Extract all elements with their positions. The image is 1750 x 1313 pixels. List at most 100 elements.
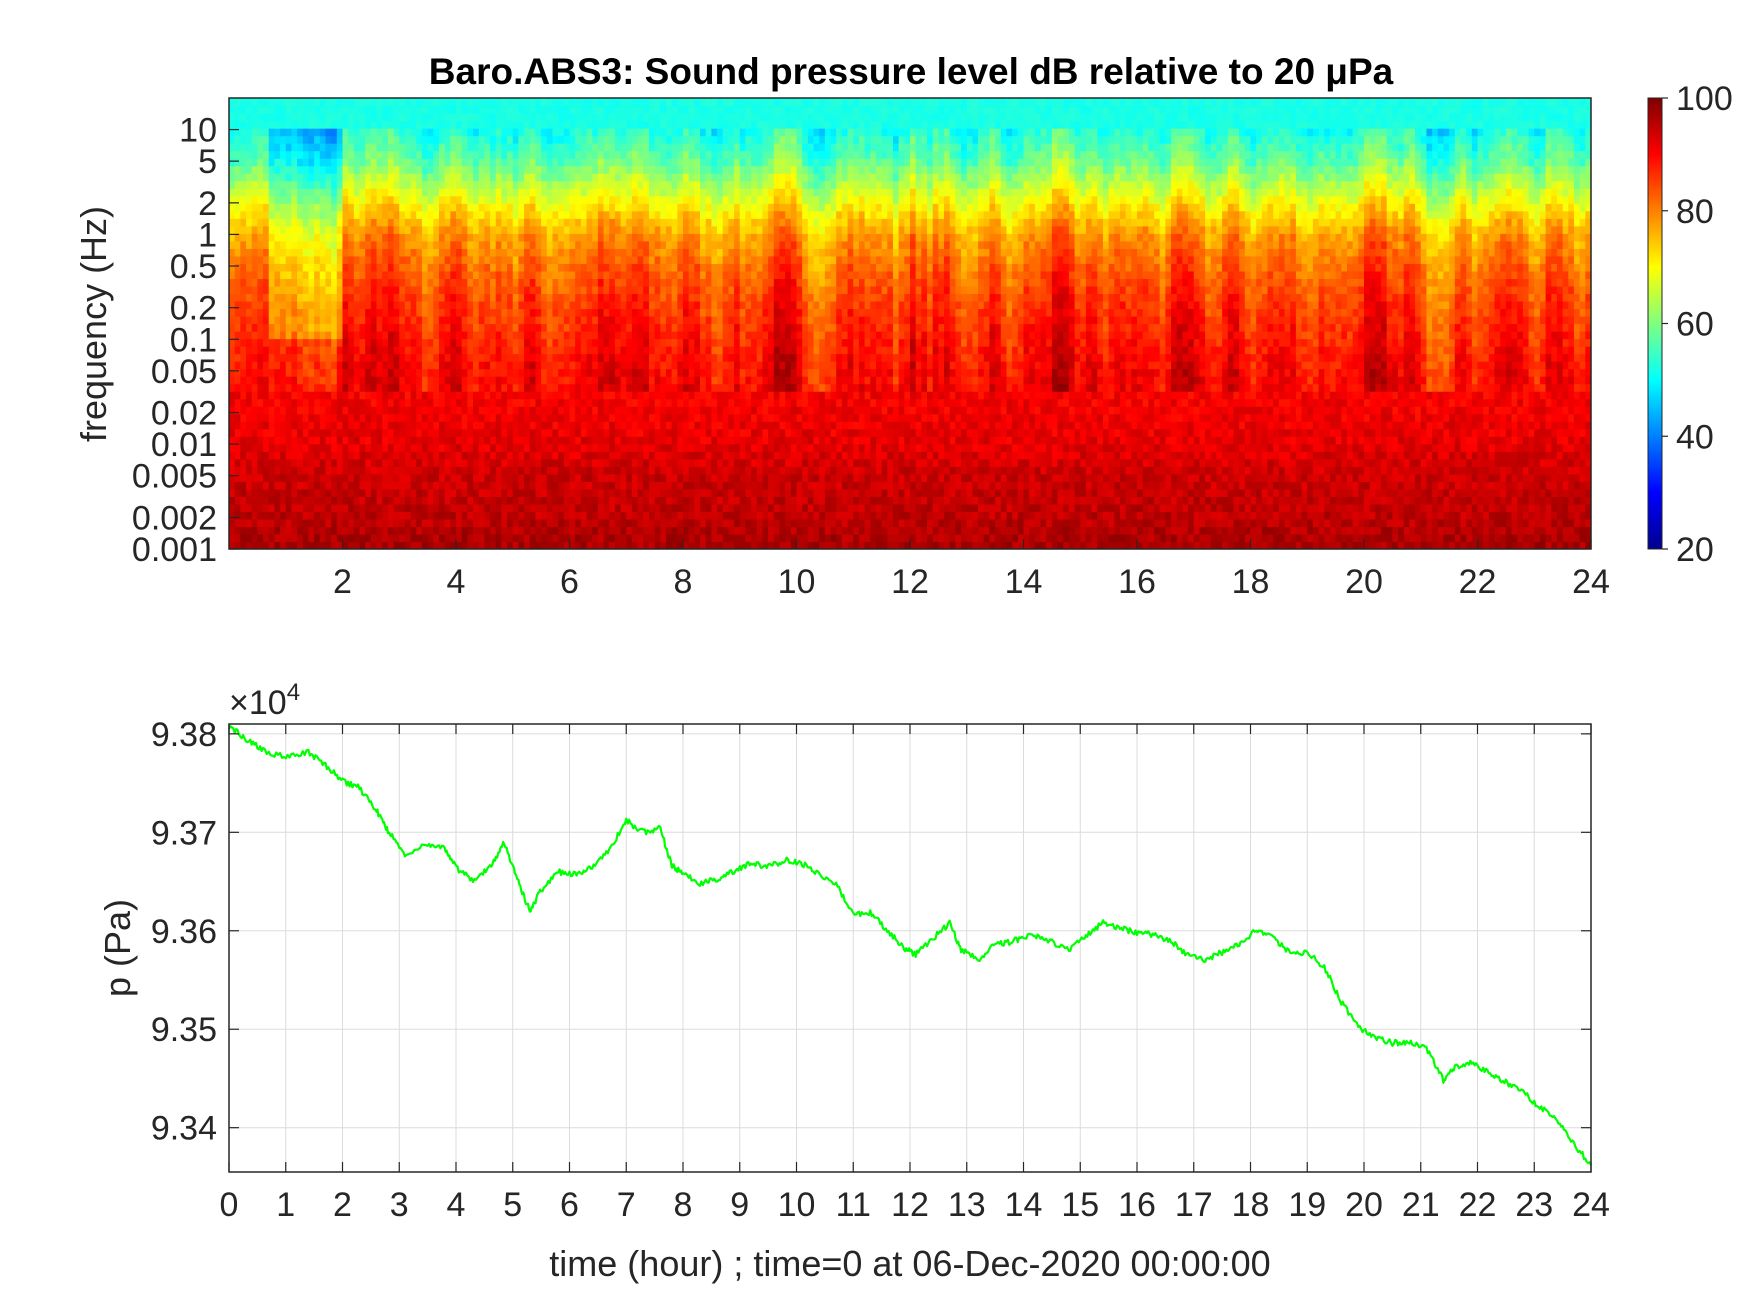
spectrogram-cell (671, 255, 678, 264)
spectrogram-cell (614, 135, 622, 144)
spectrogram-cell (660, 323, 667, 332)
spectrogram-cell (393, 518, 400, 528)
spectrogram-cell (274, 233, 281, 242)
spectrogram-cell (370, 128, 378, 137)
spectrogram-cell (478, 421, 485, 430)
spectrogram-cell (433, 173, 440, 182)
spectrogram-cell (467, 180, 474, 189)
spectrogram-cell (251, 158, 258, 167)
spectrogram-cell (569, 488, 576, 497)
spectrogram-cell (359, 391, 366, 400)
spectrogram-cell (597, 518, 605, 528)
spectrogram-cell (569, 143, 576, 152)
spectrogram-cell (302, 526, 310, 535)
spectrogram-cell (665, 233, 673, 242)
spectrogram-cell (268, 458, 275, 467)
spectrogram-cell (376, 270, 383, 279)
spectrogram-cell (614, 436, 622, 445)
spectrogram-cell (348, 376, 355, 385)
spectrogram-cell (325, 105, 332, 114)
spectrogram-cell (660, 503, 667, 513)
spectrogram-cell (348, 150, 355, 159)
spectrogram-cell (291, 376, 298, 385)
spectrogram-cell (416, 503, 423, 513)
spectrogram-cell (393, 331, 400, 340)
spectrogram-cell (325, 481, 332, 490)
spectrogram-cell (348, 225, 355, 234)
spectrogram-cell (308, 300, 315, 310)
spectrogram-cell (683, 398, 690, 407)
spectrogram-cell (529, 413, 537, 422)
spectrogram-cell (319, 338, 327, 347)
spectrogram-cell (399, 300, 406, 310)
spectrogram-cell (671, 240, 678, 249)
spectrogram-cell (614, 293, 622, 302)
spectrogram-cell (325, 158, 332, 167)
spectrogram-cell (529, 353, 537, 362)
spectrogram-cell (507, 518, 514, 528)
spectrogram-cell (495, 331, 502, 340)
spectrogram-cell (637, 503, 644, 513)
spectrogram-cell (552, 323, 559, 332)
spectrogram-cell (490, 158, 497, 167)
spectrogram-cell (688, 173, 695, 182)
spectrogram-cell (648, 248, 656, 257)
spectrogram-cell (558, 233, 565, 242)
spectrogram-cell (677, 421, 684, 430)
spectrogram-cell (535, 195, 542, 204)
spectrogram-cell (648, 398, 656, 407)
spectrogram-cell (660, 128, 667, 137)
spectrogram-cell (302, 173, 310, 182)
spectrogram-cell (280, 406, 287, 415)
spectrogram-cell (609, 120, 616, 129)
spectrogram-cell (501, 233, 508, 242)
spectrogram-cell (552, 503, 559, 513)
spectrogram-cell (336, 180, 344, 189)
spectrogram-cell (569, 323, 576, 332)
spectrogram-cell (268, 255, 275, 264)
spectrogram-cell (614, 128, 622, 137)
spectrogram-cell (393, 180, 400, 189)
spectrogram-cell (569, 263, 576, 272)
spectrogram-cell (490, 263, 497, 272)
spectrogram-cell (648, 98, 656, 107)
spectrogram-cell (365, 188, 372, 197)
spectrogram-cell (637, 98, 644, 107)
spectrogram-cell (416, 353, 423, 362)
spectrogram-cell (234, 338, 241, 347)
spectrogram-cell (603, 518, 610, 528)
spectrogram-cell (421, 323, 429, 332)
spectrogram-cell (246, 391, 253, 400)
spectrogram-cell (319, 398, 327, 407)
spectrogram-cell (592, 481, 599, 490)
spectrogram-cell (524, 195, 531, 204)
spectrogram-cell (603, 511, 610, 520)
spectrogram-cell (342, 128, 349, 137)
spectrogram-cell (484, 353, 491, 362)
spectrogram-cell (631, 98, 639, 107)
spectrogram-cell (563, 338, 571, 347)
spectrogram-cell (592, 323, 599, 332)
spectrogram-cell (643, 113, 650, 122)
spectrogram-cell (348, 278, 355, 287)
spectrogram-cell (654, 481, 661, 490)
spectrogram-cell (603, 421, 610, 430)
spectrogram-cell (314, 496, 321, 505)
spectrogram-cell (524, 436, 531, 445)
spectrogram-cell (648, 150, 656, 159)
spectrogram-cell (234, 210, 241, 219)
spectrogram-cell (370, 518, 378, 528)
spectrogram-cell (302, 308, 310, 317)
spectrogram-cell (404, 496, 412, 505)
spectrogram-cell (609, 293, 616, 302)
spectrogram-cell (683, 158, 690, 167)
spectrogram-cell (399, 473, 406, 482)
spectrogram-cell (490, 458, 497, 467)
spectrogram-cell (501, 248, 508, 257)
spectrogram-cell (325, 541, 332, 549)
spectrogram-cell (586, 511, 593, 520)
spectrogram-cell (461, 285, 468, 295)
spectrogram-cell (671, 128, 678, 137)
spectrogram-cell (257, 285, 264, 295)
spectrogram-cell (433, 458, 440, 467)
